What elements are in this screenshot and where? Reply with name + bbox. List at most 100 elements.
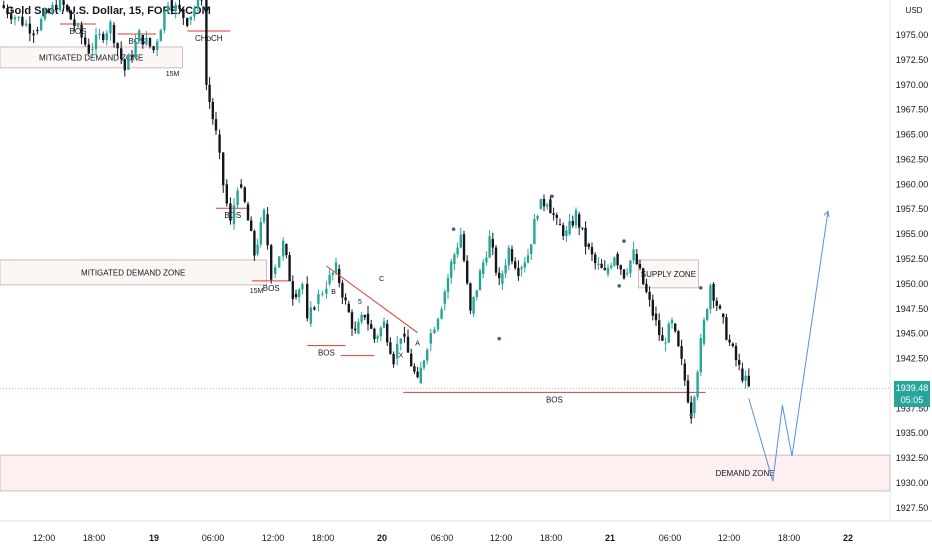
candle-body [680, 346, 683, 359]
candle-body [214, 119, 218, 131]
candle-body [610, 265, 613, 268]
candle-body [291, 281, 294, 300]
candle-body [301, 283, 304, 290]
y-tick-10: 1950.00 [896, 279, 929, 289]
candle-body [482, 262, 485, 274]
x-tick-12: 12:00 [718, 533, 741, 543]
forecast-path [748, 211, 829, 482]
candle-body [507, 247, 510, 266]
candle-body [294, 293, 298, 298]
candle-body [722, 313, 725, 318]
x-tick-1: 18:00 [83, 533, 106, 543]
candle-body [156, 41, 159, 50]
y-tick-0: 1975.00 [896, 30, 929, 40]
candle-body [686, 380, 690, 403]
candle-body [69, 10, 72, 20]
forecast-arrowhead [823, 210, 830, 218]
candle-body [120, 48, 123, 60]
candle-body [693, 397, 696, 414]
candle-body [243, 187, 246, 202]
candle-body [321, 293, 324, 295]
candle-body [622, 269, 626, 279]
candle-body [288, 255, 291, 282]
candle-body [450, 261, 453, 278]
candle-body [741, 368, 744, 381]
candle-body [331, 272, 334, 275]
candle-body [62, 0, 65, 5]
candle-body [196, 0, 200, 9]
candle-body [520, 267, 523, 269]
y-tick-4: 1965.00 [896, 130, 929, 140]
candle-body [109, 21, 112, 34]
candle-body [491, 239, 494, 248]
candle-body [123, 59, 126, 71]
candle-body [347, 303, 350, 313]
y-tick-3: 1967.50 [896, 105, 929, 115]
candle-body [389, 342, 392, 354]
candle-body [478, 270, 482, 291]
candle-body [494, 247, 498, 273]
candle-body [626, 272, 629, 274]
candle-body [456, 247, 459, 255]
candle-body [523, 262, 526, 268]
candle-body [699, 338, 702, 373]
candle-body [718, 305, 722, 309]
pivot-dot-0 [451, 227, 456, 231]
candle-body [360, 314, 363, 322]
candle-body [654, 313, 658, 321]
candle-body [98, 34, 101, 36]
candle-body [658, 320, 661, 336]
x-tick-13: 18:00 [778, 533, 801, 543]
candle-body [677, 331, 680, 347]
candle-body [166, 5, 170, 11]
candle-body [94, 35, 98, 49]
candle-body [232, 205, 236, 225]
candle-body [285, 244, 288, 256]
currency-label: USD [906, 6, 923, 15]
x-tick-4: 12:00 [262, 533, 285, 543]
y-tick-8: 1955.00 [896, 229, 929, 239]
pivot-dot-2 [550, 194, 554, 199]
candle-body [568, 220, 571, 235]
candle-body [370, 324, 373, 329]
candle-body [594, 254, 597, 264]
candle-body [116, 43, 119, 49]
candle-body [102, 34, 105, 40]
x-tick-9: 18:00 [540, 533, 563, 543]
candle-body [635, 254, 638, 264]
candle-body [696, 372, 699, 398]
candle-body [674, 323, 677, 332]
candle-body [73, 19, 76, 27]
candle-body [526, 255, 530, 263]
bos-label-7: BOS [546, 395, 563, 404]
zone-label-1: MITIGATED DEMAND ZONE [81, 268, 185, 277]
candle-body [584, 227, 587, 247]
candle-body [39, 19, 43, 31]
candle-body [127, 55, 130, 70]
bos-label-5: BOS [318, 349, 335, 358]
candle-body [317, 294, 320, 304]
y-tick-13: 1942.50 [896, 354, 929, 364]
candle-body [325, 288, 328, 294]
candle-body [373, 328, 376, 340]
zone-label-3: DEMAND ZONE [715, 469, 774, 478]
candle-body [590, 247, 594, 255]
candle-body [426, 349, 429, 361]
candle-body [313, 307, 316, 310]
candle-body [429, 333, 432, 344]
x-tick-2: 19 [149, 533, 159, 543]
x-tick-14: 22 [843, 533, 853, 543]
candle-body [211, 101, 214, 120]
candle-body [664, 342, 667, 344]
candle-body [578, 214, 581, 228]
x-tick-7: 06:00 [431, 533, 454, 543]
candle-body [328, 274, 331, 284]
candle-body [134, 41, 137, 58]
zone-tag-1: 15M [250, 288, 264, 295]
candle-body [632, 249, 635, 261]
candle-body [533, 219, 536, 245]
swing-marker-3: C [379, 276, 384, 283]
candle-body [581, 227, 584, 229]
candle-body [354, 328, 357, 331]
